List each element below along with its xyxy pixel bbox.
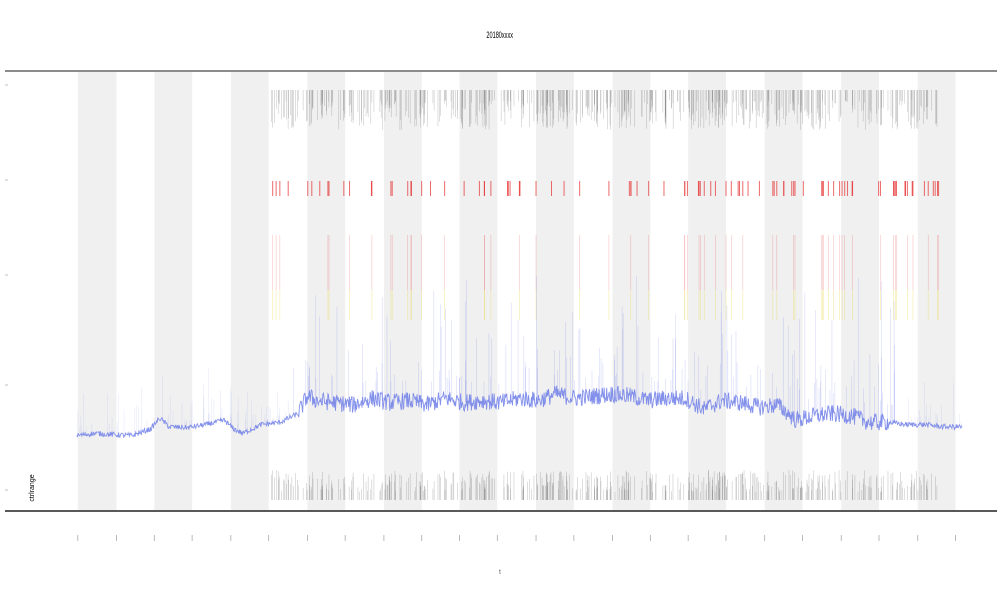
band-4	[383, 72, 422, 510]
event-ticks-top	[271, 90, 938, 130]
x-axis-ticks	[77, 535, 956, 541]
chart-title: 20180xxxx	[486, 30, 513, 41]
band-7	[612, 72, 651, 510]
band-5	[459, 72, 498, 510]
event-ticks-bottom	[271, 470, 938, 500]
band-2	[230, 72, 269, 510]
band-8	[688, 72, 726, 510]
band-11	[917, 72, 956, 510]
band-1	[154, 72, 193, 510]
signal-spikes	[77, 276, 962, 436]
band-0	[77, 72, 117, 510]
y-axis-ticks	[5, 84, 8, 491]
x-axis-label: t	[499, 569, 501, 576]
band-10	[841, 72, 880, 510]
left-label: ctrlrange	[29, 474, 36, 501]
band-6	[536, 72, 574, 510]
high-level-markers	[272, 181, 940, 320]
band-9	[764, 72, 803, 510]
background-bands	[77, 72, 956, 510]
signal-line	[76, 385, 963, 439]
band-3	[307, 72, 346, 510]
